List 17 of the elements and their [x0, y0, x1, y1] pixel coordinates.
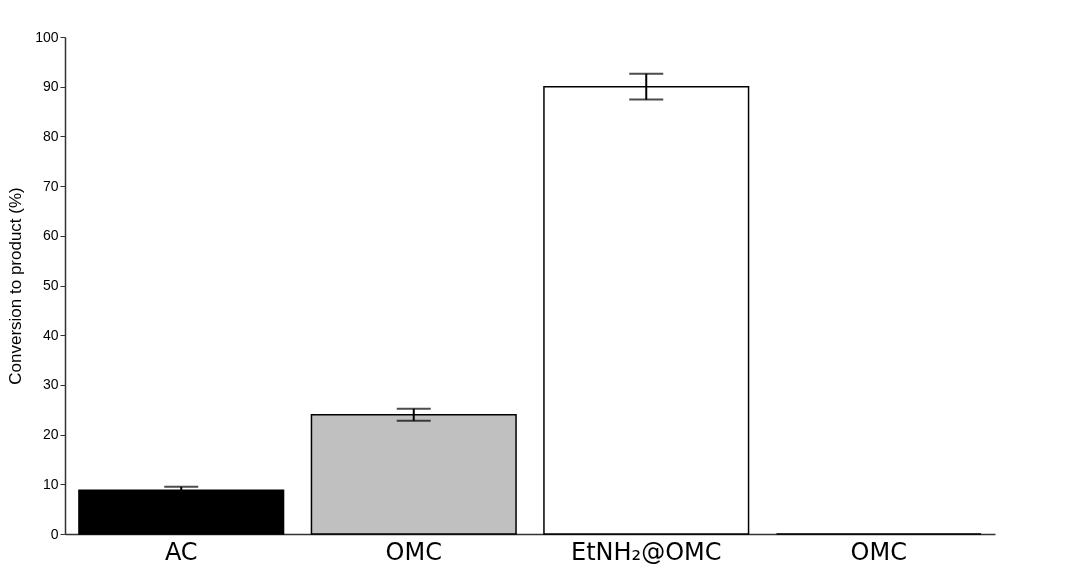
y-tick-label: 80	[42, 127, 59, 144]
y-tick-label: 60	[42, 227, 59, 244]
x-tick-label: AC	[164, 537, 198, 566]
y-tick-label: 40	[42, 326, 59, 343]
y-axis-title: Conversion to product (%)	[6, 187, 26, 385]
y-tick-label: 0	[50, 525, 59, 542]
bar	[310, 413, 517, 535]
y-tick-label: 50	[42, 277, 59, 293]
y-tick-label: 100	[35, 28, 59, 45]
x-tick-label: OMC	[850, 537, 907, 566]
y-tick-label: 20	[42, 426, 59, 443]
y-tick-label: 10	[42, 475, 59, 492]
y-tick-label: 70	[42, 177, 59, 194]
y-tick-label: 90	[42, 78, 59, 95]
x-tick-label: EtNH₂@OMC	[570, 537, 722, 566]
x-tick-label: OMC	[385, 537, 442, 566]
y-tick-label: 30	[42, 376, 59, 393]
